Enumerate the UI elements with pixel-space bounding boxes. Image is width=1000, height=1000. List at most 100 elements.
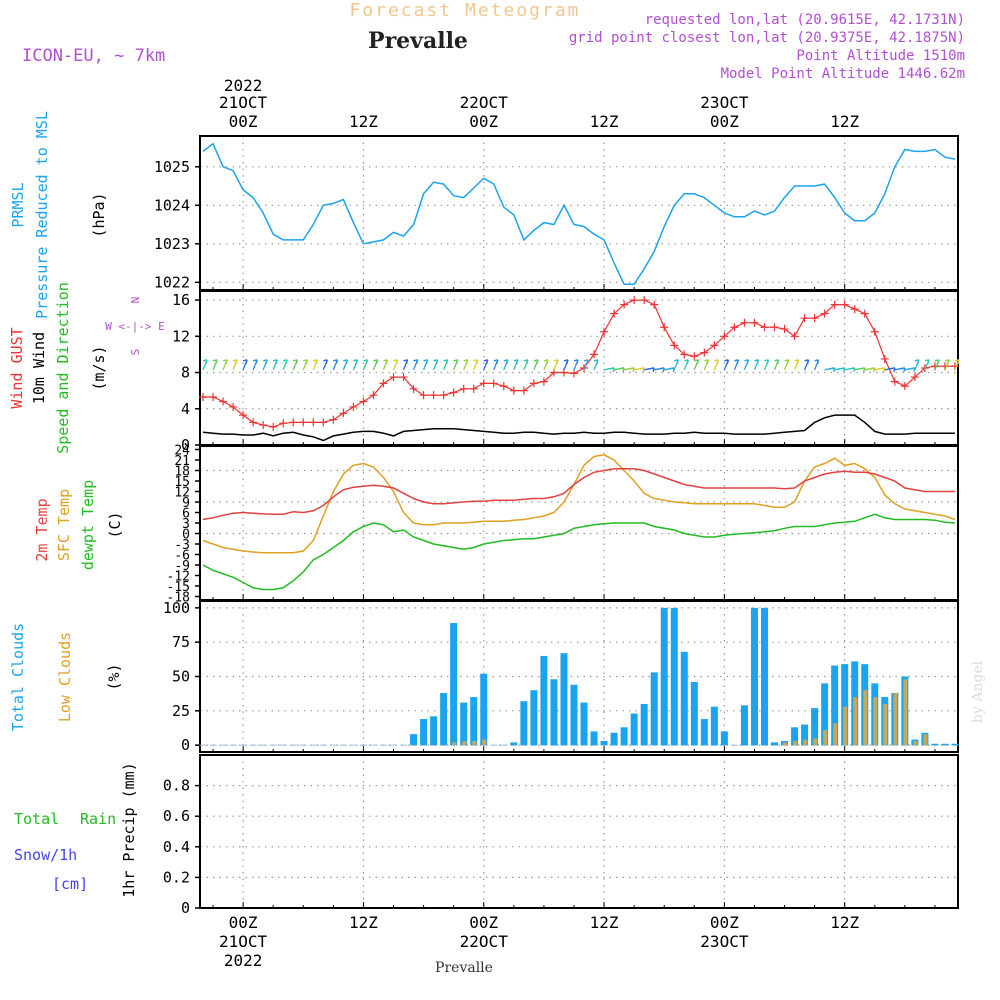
wind-gust-marker	[760, 323, 769, 332]
wind-gust-marker	[910, 373, 919, 382]
wind-direction-arrow	[392, 359, 399, 371]
wind-direction-arrow	[463, 359, 469, 371]
wind-panel: 0 4 8 12 16	[172, 290, 960, 454]
wind-gust-marker	[249, 418, 258, 427]
total-cloud-bar	[560, 653, 568, 746]
wind-gust-marker	[900, 382, 909, 391]
wind-gust-marker	[239, 411, 248, 420]
wind-gust-marker	[600, 327, 609, 336]
total-cloud-bar	[720, 731, 728, 746]
y-tick-label: 0.6	[163, 807, 190, 825]
top-hour-label: 12Z	[349, 112, 378, 131]
y-tick-label: 50	[172, 668, 190, 686]
total-cloud-bar	[640, 703, 648, 746]
low-cloud-bar	[853, 697, 858, 746]
wind-direction-arrow	[352, 359, 359, 371]
wind-direction-arrow	[523, 359, 529, 371]
wind-direction-arrow	[954, 359, 960, 371]
low-cloud-bar	[803, 739, 808, 746]
wind-gust-marker	[479, 379, 488, 388]
wind-direction-arrow	[904, 367, 916, 372]
wind-gust-marker	[840, 300, 849, 309]
top-hour-label: 00Z	[229, 112, 258, 131]
wind-direction-arrow	[402, 359, 409, 371]
y-tick-label: 12	[172, 327, 190, 345]
pressure-label-prmsl: PRMSL	[9, 182, 27, 227]
wind-gust-marker	[660, 323, 669, 332]
wind-gust-marker	[730, 323, 739, 332]
cloud-baseline-segment	[289, 744, 297, 746]
y-tick-label: 0	[181, 899, 190, 917]
total-cloud-bar	[680, 651, 688, 746]
y-tick-label: 1022	[154, 273, 190, 291]
wind-gust-marker	[750, 318, 759, 327]
wind-direction-arrow	[713, 359, 719, 371]
wind-gust-marker	[229, 402, 238, 411]
footer-location: Prevalle	[435, 960, 493, 976]
wind-gust-marker	[860, 309, 869, 318]
wind-gust-marker	[519, 386, 528, 395]
header: Forecast Meteogram Prevalle ICON-EU, ~ 7…	[22, 0, 965, 82]
location-title: Prevalle	[368, 28, 468, 54]
wind-gust-marker	[810, 314, 819, 323]
wind-direction-arrow	[553, 359, 559, 371]
wind-direction-arrow	[654, 367, 665, 372]
wind-gust-marker	[509, 386, 518, 395]
y-tick-label: 9	[182, 496, 190, 511]
bottom-hour-label: 12Z	[590, 913, 619, 932]
wind-direction-arrow	[262, 359, 268, 371]
total-cloud-bar	[480, 673, 488, 746]
wind-direction-arrow	[763, 359, 770, 371]
total-cloud-bar	[440, 692, 448, 746]
pressure-labels: PRMSL Pressure Reduced to MSL (hPa)	[9, 111, 108, 319]
y-tick-label: 0.2	[163, 868, 190, 886]
wind-direction-arrow	[212, 359, 218, 371]
top-hour-label: 00Z	[710, 112, 739, 131]
wind-10m-line	[202, 414, 955, 442]
top-hour-label: 00Z	[469, 112, 498, 131]
wind-gust-marker	[269, 422, 278, 431]
wind-gust-marker	[680, 350, 689, 359]
total-cloud-bar	[821, 683, 829, 746]
low-cloud-bar	[823, 730, 828, 746]
compass-we: W <-|-> E	[105, 320, 165, 333]
wind-direction-arrow	[854, 367, 866, 372]
wind-direction-arrow	[803, 359, 810, 371]
low-cloud-bar	[893, 692, 898, 746]
wind-gust-marker	[329, 415, 338, 424]
wind-direction-arrow	[312, 359, 318, 371]
total-cloud-bar	[710, 706, 718, 746]
wind-direction-arrow	[503, 359, 509, 371]
wind-direction-arrow	[743, 359, 750, 371]
wind-direction-arrow	[623, 367, 635, 372]
cloud-baseline-segment	[349, 744, 357, 746]
total-cloud-bar	[931, 743, 939, 746]
wind-gust-marker	[319, 418, 328, 427]
cloud-baseline-segment	[239, 744, 247, 746]
pressure-unit: (hPa)	[90, 192, 108, 237]
cloud-baseline-segment	[309, 744, 317, 746]
wind-direction-arrow	[733, 359, 740, 371]
wind-gust-marker	[389, 373, 398, 382]
total-cloud-bar	[690, 681, 698, 746]
low-cloud-bar	[903, 679, 908, 746]
y-tick-label: -15	[167, 580, 190, 595]
y-tick-label: 15	[174, 475, 190, 490]
bottom-hour-label: 00Z	[229, 913, 258, 932]
bottom-hour-label: 00Z	[710, 913, 739, 932]
wind-direction-arrow	[613, 367, 625, 372]
y-tick-label: 16	[172, 291, 190, 309]
wind-direction-arrow	[673, 359, 679, 371]
cloud-baseline-segment	[490, 744, 498, 746]
wind-direction-arrow	[202, 359, 208, 371]
wind-gust-marker	[700, 348, 709, 357]
low-cloud-bar	[873, 697, 878, 746]
wind-unit: (m/s)	[90, 345, 108, 390]
total-cloud-bar	[510, 742, 518, 746]
y-tick-label: 1023	[154, 235, 190, 253]
total-cloud-bar	[530, 690, 538, 746]
wind-gust-marker	[369, 391, 378, 400]
wind-direction-arrow	[593, 359, 599, 371]
